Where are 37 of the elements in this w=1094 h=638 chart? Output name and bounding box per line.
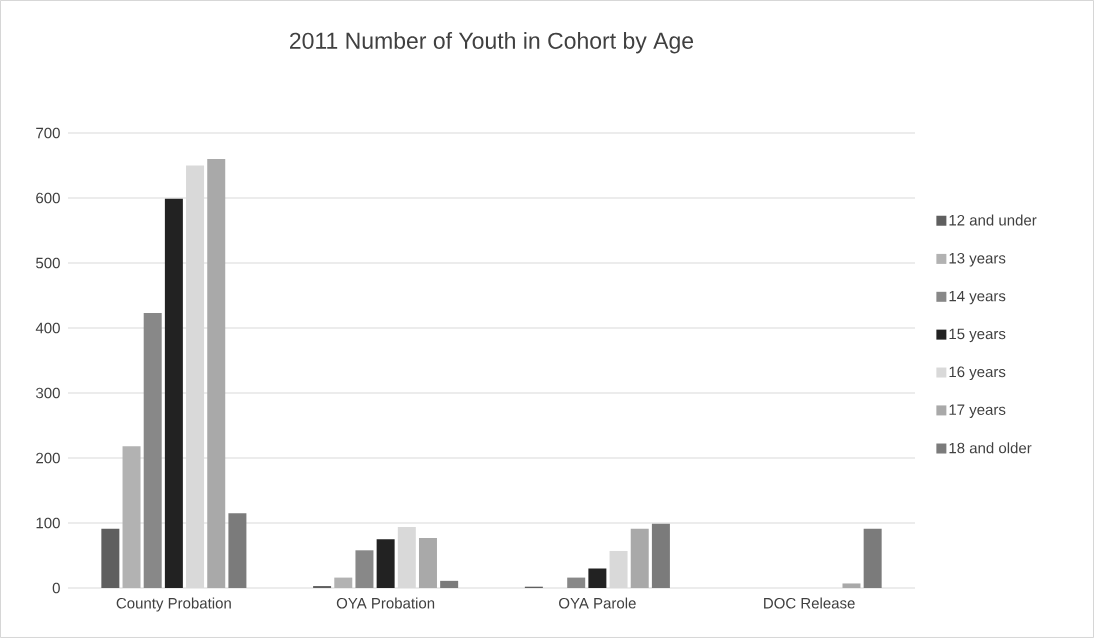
bar (101, 528, 120, 588)
legend-label: 17 years (949, 404, 1006, 418)
bar (122, 446, 141, 588)
legend-label: 13 years (949, 252, 1006, 267)
y-tick-label: 100 (36, 517, 60, 529)
x-tick-label: OYA Probation (336, 597, 435, 609)
bar (418, 537, 437, 588)
legend-label: 12 and under (949, 214, 1037, 226)
bar (440, 580, 459, 588)
y-tick-label: 0 (52, 582, 60, 594)
legend-label: 18 and older (949, 442, 1032, 454)
y-tick-label: 400 (35, 322, 60, 334)
legend-label: 14 years (949, 290, 1006, 305)
x-tick-label: County Probation (116, 597, 231, 612)
bar (651, 523, 670, 588)
bar (630, 528, 649, 588)
y-tick-label: 300 (36, 387, 60, 399)
bar (567, 577, 586, 588)
y-tick-label: 500 (36, 257, 60, 269)
bar (842, 583, 861, 588)
chart-title: 2011 Number of Youth in Cohort by Age (290, 32, 694, 54)
bar (355, 550, 374, 588)
bar (863, 528, 882, 588)
legend-label: 15 years (949, 328, 1006, 343)
legend-label: 16 years (949, 366, 1006, 381)
bar (143, 313, 162, 588)
x-tick-label: OYA Parole (559, 597, 636, 609)
bar (164, 198, 183, 588)
bar (334, 577, 353, 588)
bar (228, 513, 247, 588)
y-tick-label: 200 (36, 452, 60, 464)
bar (588, 568, 607, 588)
y-tick-label: 700 (36, 127, 60, 139)
x-tick-label: DOC Release (764, 597, 855, 609)
bar (207, 159, 226, 588)
y-tick-label: 600 (36, 192, 60, 204)
bar (376, 539, 395, 588)
